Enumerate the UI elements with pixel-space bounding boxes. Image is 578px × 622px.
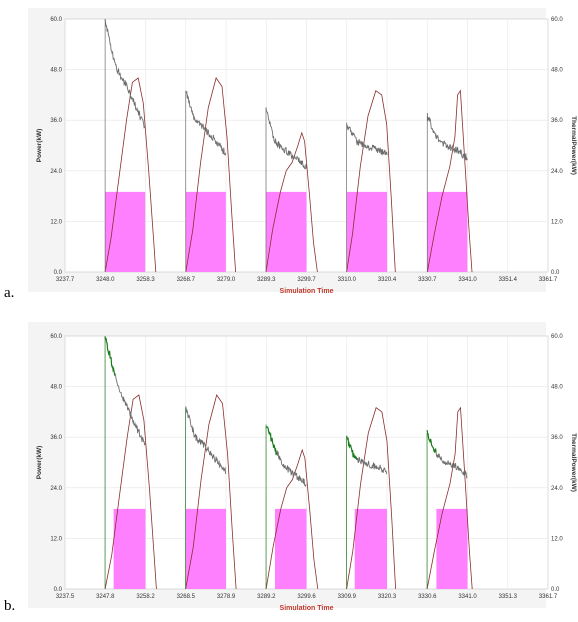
x-tick-label: 3330.7 [418,277,437,283]
x-tick-label: 3289.2 [257,594,276,600]
y-tick-label-left: 36.0 [50,118,62,124]
y-tick-label-left: 36.0 [50,435,62,441]
y-tick-label-right: 24.0 [551,169,563,175]
electric-power-highlight-4 [346,435,358,460]
y-tick-label-right: 0.0 [551,587,560,593]
x-tick-label: 3361.7 [539,594,558,600]
x-tick-label: 3258.2 [136,594,155,600]
pulse-bar-4 [354,508,387,589]
x-tick-label: 3361.7 [539,277,558,283]
panel-label: a. [4,285,14,301]
electric-power-line-2 [185,406,227,474]
thermal-power-line-5 [426,89,473,273]
pulse-bar-5 [427,191,468,272]
x-axis-label: Simulation Time [280,288,334,295]
y-tick-label-left: 60.0 [50,334,62,340]
electric-power-line-5 [435,452,468,479]
x-tick-label: 3341.0 [458,277,477,283]
y-tick-label-right: 60.0 [551,17,563,23]
y-tick-label-right: 48.0 [551,68,563,74]
x-tick-label: 3351.4 [499,277,518,283]
chart-panel-b: 0.0 0.0 12.0 12.0 24.0 24.0 36.0 36.0 48.0 48.0 60… [4,322,577,614]
y-tick-label-left: 60.0 [50,17,62,23]
x-tick-label: 3351.3 [499,594,518,600]
electric-power-highlight-3 [265,426,278,456]
pulse-bar-1 [113,508,146,589]
x-tick-label: 3278.9 [217,594,236,600]
pulse-bar-2 [185,191,226,272]
y-tick-label-left: 24.0 [50,486,62,492]
y-tick-label-left: 48.0 [50,385,62,391]
y-tick-label-right: 24.0 [551,486,563,492]
thermal-power-line-4 [346,407,396,590]
x-tick-label: 3268.7 [177,277,196,283]
electric-power-highlight-5 [426,430,437,454]
y-axis-label: Power(kW) [36,129,43,163]
electric-power-line-4 [346,122,388,156]
thermal-power-line-2 [185,77,236,273]
thermal-power-line-2 [185,394,237,590]
x-tick-label: 3248.0 [96,277,115,283]
x-tick-label: 3320.4 [378,277,397,283]
thermal-power-line-4 [346,90,396,273]
electric-power-line-1 [114,373,146,446]
y-tick-label-right: 0.0 [551,270,560,276]
y-tick-label-left: 24.0 [50,169,62,175]
x-axis-label: Simulation Time [280,605,334,612]
y-axis-label-right: ThermalPower(kW) [570,433,577,492]
x-tick-label: 3299.6 [297,594,316,600]
x-tick-label: 3268.5 [177,594,196,600]
thermal-power-line-5 [426,406,473,590]
x-tick-label: 3341.0 [458,594,477,600]
x-tick-label: 3237.7 [56,277,75,283]
y-tick-label-left: 0.0 [54,270,63,276]
y-tick-label-right: 60.0 [551,334,563,340]
electric-power-line-4 [356,456,388,475]
electric-power-line-3 [265,107,307,170]
x-tick-label: 3279.0 [217,277,236,283]
x-tick-label: 3289.3 [257,277,276,283]
chart-panel-a: 0.0 0.0 12.0 12.0 24.0 24.0 36.0 36.0 48.0 48.0 60… [4,8,577,301]
thermal-power-line-3 [265,131,318,273]
x-tick-label: 3247.8 [96,594,115,600]
y-tick-label-right: 12.0 [551,219,563,225]
electric-power-line-2 [185,91,227,156]
y-tick-label-right: 36.0 [551,435,563,441]
x-tick-label: 3320.3 [378,594,397,600]
electric-power-highlight-1 [104,336,116,377]
y-tick-label-right: 36.0 [551,118,563,124]
pulse-bar-2 [185,508,226,589]
panel-label: b. [4,598,15,614]
y-axis-label: Power(kW) [36,446,43,480]
pulse-bar-3 [265,191,307,272]
pulse-bar-4 [346,191,388,272]
pulse-bar-5 [436,508,468,589]
y-tick-label-left: 48.0 [50,68,62,74]
thermal-power-line-1 [104,394,157,590]
x-tick-label: 3310.0 [338,277,357,283]
y-tick-label-right: 48.0 [551,385,563,391]
y-tick-label-left: 12.0 [50,219,62,225]
electric-power-line-3 [276,450,307,487]
pulse-bar-3 [275,508,307,589]
x-tick-label: 3309.9 [338,594,357,600]
y-tick-label-left: 12.0 [50,536,62,542]
x-tick-label: 3299.7 [297,277,316,283]
x-tick-label: 3330.6 [418,594,437,600]
thermal-power-line-3 [265,448,319,590]
y-tick-label-left: 0.0 [54,587,63,593]
pulse-bar-1 [105,191,146,272]
y-tick-label-right: 12.0 [551,536,563,542]
electric-power-line-1 [104,18,146,129]
x-tick-label: 3258.3 [136,277,155,283]
y-axis-label-right: ThermalPower(kW) [570,116,577,175]
thermal-power-line-1 [104,77,157,273]
electric-power-line-5 [426,112,468,161]
x-tick-label: 3237.5 [56,594,75,600]
